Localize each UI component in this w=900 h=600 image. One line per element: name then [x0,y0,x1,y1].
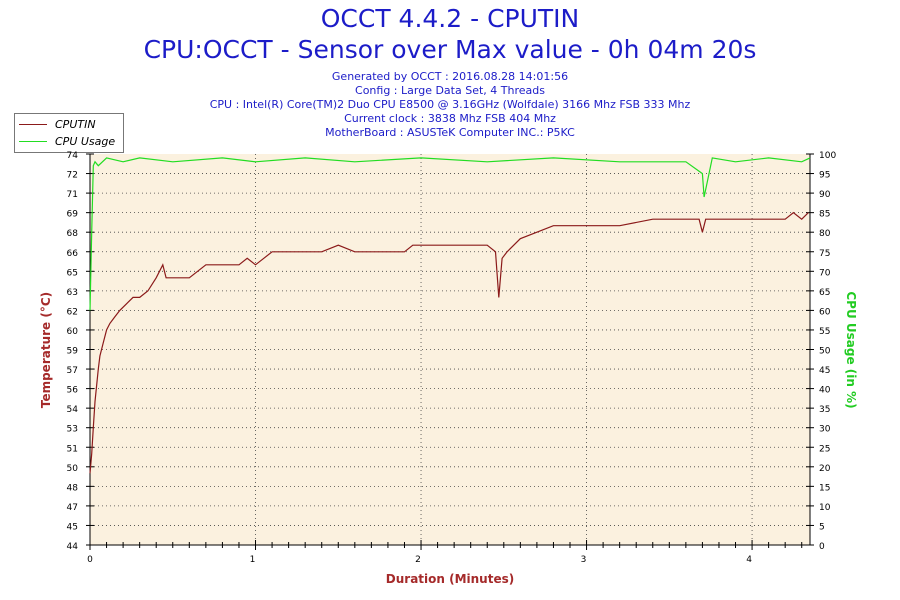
y-tick-label-left: 74 [67,151,79,161]
legend-label-cpu-usage: CPU Usage [55,134,116,148]
y-tick-label-left: 45 [67,522,78,532]
y-tick-label-right: 30 [819,425,831,435]
y-tick-label-left: 69 [67,210,79,220]
series-line-cputin [89,211,809,474]
chart-legend: CPUTIN CPU Usage [14,113,124,153]
y-tick-label-right: 50 [819,347,831,357]
y-tick-label-left: 48 [67,483,79,493]
y-tick-label-right: 15 [819,483,830,493]
y-tick-label-left: 68 [67,229,79,239]
y-tick-label-left: 50 [67,464,79,474]
legend-swatch-cpu-usage [19,140,47,142]
y-tick-label-right: 10 [819,503,831,513]
info-cpu: CPU : Intel(R) Core(TM)2 Duo CPU E8500 @… [209,98,691,111]
y-tick-label-left: 54 [67,405,79,415]
y-tick-label-left: 65 [67,268,78,278]
x-tick-label: 2 [415,555,421,565]
y-tick-label-right: 80 [819,229,831,239]
y-tick-label-right: 90 [819,190,831,200]
y-tick-label-right: 40 [819,386,831,396]
x-tick-label: 0 [87,555,93,565]
y-tick-label-right: 55 [819,327,830,337]
y-tick-label-right: 95 [819,171,830,181]
y-tick-label-right: 5 [819,522,825,532]
x-tick-label: 3 [581,555,587,565]
y-tick-label-right: 60 [819,307,831,317]
y-tick-label-left: 57 [67,366,78,376]
y-tick-label-right: 25 [819,444,830,454]
x-tick-label: 4 [746,555,752,565]
chart-subtitle: CPU:OCCT - Sensor over Max value - 0h 04… [143,35,757,64]
y-tick-label-left: 60 [67,327,79,337]
legend-item-cputin: CPUTIN [19,117,96,131]
info-config: Config : Large Data Set, 4 Threads [355,84,545,97]
y-tick-label-left: 63 [67,288,78,298]
y-tick-label-left: 56 [67,386,79,396]
y-tick-label-left: 47 [67,503,78,513]
legend-item-cpu-usage: CPU Usage [19,134,115,148]
x-axis-label: Duration (Minutes) [385,572,515,586]
series-line-cpu-usage [89,157,811,311]
y-tick-label-right: 0 [819,542,825,552]
y-tick-label-right: 100 [819,151,836,161]
y-tick-label-right: 65 [819,288,830,298]
y-tick-label-left: 62 [67,307,78,317]
info-motherboard: MotherBoard : ASUSTeK Computer INC.: P5K… [325,126,575,139]
y-tick-label-left: 66 [67,249,79,259]
info-generated: Generated by OCCT : 2016.08.28 14:01:56 [331,70,569,83]
y-axis-label-temperature: Temperature (°C) [39,291,53,408]
y-tick-label-left: 51 [67,444,78,454]
y-axis-label-cpu-usage: CPU Usage (in %) [844,290,858,409]
y-tick-label-right: 85 [819,210,830,220]
y-tick-label-left: 44 [67,542,79,552]
y-tick-label-right: 75 [819,249,830,259]
chart-title: OCCT 4.4.2 - CPUTIN [320,4,580,33]
x-tick-label: 1 [250,555,256,565]
y-tick-label-left: 71 [67,190,78,200]
y-tick-label-right: 70 [819,268,831,278]
y-tick-label-left: 53 [67,425,78,435]
y-tick-label-right: 35 [819,405,830,415]
y-tick-label-right: 45 [819,366,830,376]
legend-swatch-cputin [19,123,47,125]
legend-label-cputin: CPUTIN [55,117,96,131]
y-tick-label-right: 20 [819,464,831,474]
y-tick-label-left: 59 [67,347,79,357]
info-clock: Current clock : 3838 Mhz FSB 404 Mhz [344,112,556,125]
y-tick-label-left: 72 [67,171,78,181]
